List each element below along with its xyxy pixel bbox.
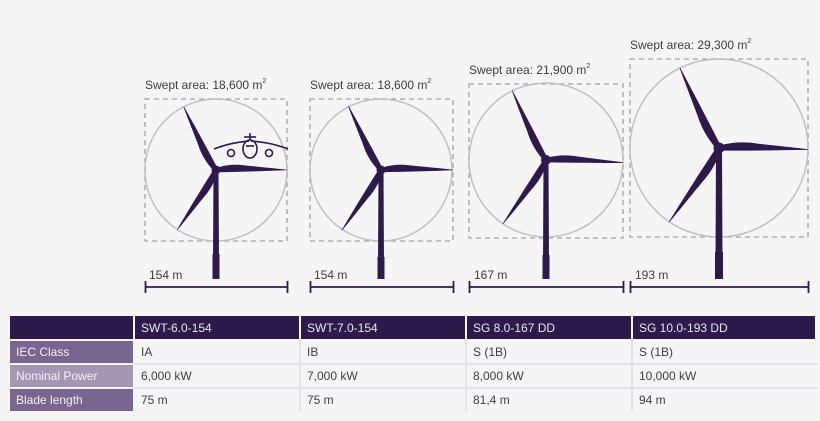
rotor-diameter-dimension [144, 281, 289, 293]
turbine-4 [629, 58, 810, 293]
wind-turbine-icon [667, 66, 809, 279]
column-header-swt-7-0-154: SWT-7.0-154 [301, 316, 467, 339]
spec-table: SWT-6.0-154 SWT-7.0-154 SG 8.0-167 DD SG… [10, 316, 817, 411]
row-header: Nominal Power [10, 363, 135, 387]
turbine-1 [144, 98, 289, 293]
wind-turbine-icon [339, 104, 453, 279]
table-cell: 75 m [135, 387, 301, 411]
swept-area-label-2: Swept area: 18,600 m2 [310, 78, 432, 92]
table-cell: 94 m [633, 387, 817, 411]
table-cell: 8,000 kW [467, 363, 633, 387]
turbine-diagram [144, 58, 810, 293]
rotor-diameter-label-4: 193 m [635, 268, 669, 282]
table-header-row: SWT-6.0-154 SWT-7.0-154 SG 8.0-167 DD SG… [10, 316, 817, 339]
rotor-diameter-dimension [309, 281, 455, 293]
table-cell: 81,4 m [467, 387, 633, 411]
table-cell: IB [301, 339, 467, 363]
rotor-diameter-label-3: 167 m [474, 268, 508, 282]
table-cell: S (1B) [633, 339, 817, 363]
table-cell: 75 m [301, 387, 467, 411]
table-cell: S (1B) [467, 339, 633, 363]
rotor-diameter-dimension [629, 281, 810, 293]
table-cell: 10,000 kW [633, 363, 817, 387]
column-header-sg-8-0-167-dd: SG 8.0-167 DD [467, 316, 633, 339]
table-corner-cell [10, 316, 135, 339]
table-cell: IA [135, 339, 301, 363]
column-header-sg-10-0-193-dd: SG 10.0-193 DD [633, 316, 817, 339]
turbine-3 [468, 82, 625, 293]
table-row-iec-class: IEC Class IA IB S (1B) S (1B) [10, 339, 817, 363]
column-header-swt-6-0-154: SWT-6.0-154 [135, 316, 301, 339]
row-header: Blade length [10, 387, 135, 411]
table-row-blade-length: Blade length 75 m 75 m 81,4 m 94 m [10, 387, 817, 411]
wind-turbine-icon [501, 89, 624, 279]
table-cell: 7,000 kW [301, 363, 467, 387]
turbine-2 [309, 98, 455, 293]
swept-area-label-3: Swept area: 21,900 m2 [469, 63, 591, 77]
wind-turbine-icon [175, 105, 287, 279]
rotor-diameter-label-1: 154 m [149, 268, 183, 282]
table-row-nominal-power: Nominal Power 6,000 kW 7,000 kW 8,000 kW… [10, 363, 817, 387]
rotor-diameter-label-2: 154 m [314, 268, 348, 282]
airplane-icon [213, 133, 289, 159]
swept-area-label-4: Swept area: 29,300 m2 [630, 38, 752, 52]
table-cell: 6,000 kW [135, 363, 301, 387]
rotor-diameter-dimension [468, 281, 625, 293]
rotor-bounding-box [468, 83, 624, 239]
row-header: IEC Class [10, 339, 135, 363]
swept-area-label-1: Swept area: 18,600 m2 [145, 78, 267, 92]
